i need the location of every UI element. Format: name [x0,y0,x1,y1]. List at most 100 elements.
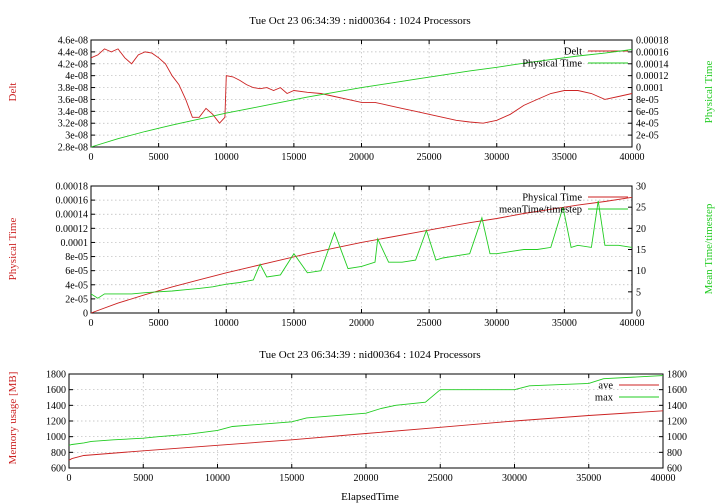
x-tick-label: 5000 [149,318,169,329]
top-chart-title: Tue Oct 23 06:34:39 : nid00364 : 1024 Pr… [249,15,470,27]
x-tick-label: 30000 [484,318,509,329]
series-line-ave [68,410,664,461]
mean-time-axis-label: Mean Time/timestep [703,203,715,294]
legend-label-ave: ave [598,381,613,392]
x-tick-label: 20000 [349,318,374,329]
y-tick-label: 1200 [46,417,66,428]
y-tick-label: 0.00016 [56,196,89,207]
plot-frame [68,373,664,469]
series-line-meantime-timestep [90,200,633,299]
x-tick-label: 20000 [349,152,374,163]
y-tick-label: 4.2e-08 [58,59,88,70]
x-tick-label: 5000 [149,152,169,163]
x-tick-label: 25000 [428,473,453,484]
legend-label-max: max [595,393,614,404]
x-tick-label: 25000 [417,152,442,163]
y-tick-label: 1600 [46,385,66,396]
y2-tick-label: 600 [667,464,682,475]
y-tick-label: 0.00012 [56,224,89,235]
y2-tick-label: 0.00018 [636,36,669,47]
y-tick-label: 6e-05 [65,266,88,277]
x-tick-label: 15000 [279,473,304,484]
y-tick-label: 1400 [46,401,66,412]
y2-tick-label: 5 [636,287,641,298]
y2-tick-label: 15 [636,245,646,256]
y2-tick-label: 0.00014 [636,59,669,70]
physical-time-left-axis-label: Physical Time [7,218,19,281]
y2-tick-label: 4e-05 [636,119,659,130]
y-tick-label: 4.4e-08 [58,47,88,58]
series-line-physical-time [90,196,633,314]
y2-tick-label: 1000 [667,432,687,443]
series-line-max [68,375,664,446]
x-tick-label: 5000 [133,473,153,484]
delt-axis-label: Delt [7,83,19,102]
y2-tick-label: 1800 [667,370,687,381]
y-tick-label: 3.4e-08 [58,107,88,118]
y2-tick-label: 1200 [667,417,687,428]
legend-label-delt: Delt [564,47,582,58]
x-tick-label: 15000 [281,152,306,163]
y-tick-label: 3.2e-08 [58,119,88,130]
series-line-physical-time [90,49,633,148]
y-tick-label: 600 [51,464,66,475]
x-tick-label: 10000 [214,318,239,329]
y2-tick-label: 0 [636,309,641,320]
x-axis-label: ElapsedTime [341,491,399,503]
y-tick-label: 4e-05 [65,280,88,291]
x-tick-label: 30000 [484,152,509,163]
delt-physical-time-chart: 0 5000 10000 15000 20000 25000 30000 35000 40000… [58,36,669,164]
y-tick-label: 1800 [46,370,66,381]
y-tick-label: 4.6e-08 [58,36,88,47]
x-tick-label: 40000 [620,152,645,163]
x-tick-label: 20000 [354,473,379,484]
memory-axis-label: Memory usage [MB] [7,372,19,465]
y2-tick-label: 1400 [667,401,687,412]
physical-time-meantime-chart: 0 5000 10000 15000 20000 25000 30000 35000 40000… [56,182,647,330]
y-tick-label: 2.8e-08 [58,143,88,154]
y2-tick-label: 0 [636,143,641,154]
y-tick-label: 3.6e-08 [58,95,88,106]
y-tick-label: 0.0001 [61,238,89,249]
y-tick-label: 3.8e-08 [58,83,88,94]
legend-label-meantime-timestep: meanTime/timestep [499,205,582,216]
x-tick-label: 10000 [205,473,230,484]
y-tick-label: 800 [51,448,66,459]
x-tick-label: 40000 [651,473,676,484]
y2-tick-label: 2e-05 [636,131,659,142]
series-line-delt [90,48,633,124]
y2-tick-label: 6e-05 [636,107,659,118]
x-tick-label: 0 [89,152,94,163]
y2-tick-label: 8e-05 [636,95,659,106]
x-tick-label: 15000 [281,318,306,329]
y2-tick-label: 25 [636,203,646,214]
y2-tick-label: 800 [667,448,682,459]
y-tick-label: 1000 [46,432,66,443]
y-tick-label: 3e-08 [65,131,88,142]
y2-tick-label: 0.00016 [636,47,669,58]
y2-tick-label: 0.0001 [636,83,664,94]
y-tick-label: 4e-08 [65,71,88,82]
physical-time-right-axis-label: Physical Time [703,61,715,124]
y2-tick-label: 10 [636,266,646,277]
bottom-chart-title: Tue Oct 23 06:34:39 : nid00364 : 1024 Pr… [259,349,480,361]
x-tick-label: 0 [89,318,94,329]
legend-label-physical-time: Physical Time [522,59,582,70]
y2-tick-label: 20 [636,224,646,235]
y-tick-label: 8e-05 [65,252,88,263]
y2-tick-label: 1600 [667,385,687,396]
plot-frame [90,185,633,314]
x-tick-label: 35000 [576,473,601,484]
y2-tick-label: 0.00012 [636,71,669,82]
y-tick-label: 2e-05 [65,294,88,305]
y-tick-label: 0 [83,309,88,320]
x-tick-label: 40000 [620,318,645,329]
legend-label-physical-time: Physical Time [522,193,582,204]
y2-tick-label: 30 [636,182,646,193]
x-tick-label: 30000 [502,473,527,484]
x-tick-label: 35000 [552,152,577,163]
x-tick-label: 10000 [214,152,239,163]
y-tick-label: 0.00014 [56,210,89,221]
x-tick-label: 25000 [417,318,442,329]
